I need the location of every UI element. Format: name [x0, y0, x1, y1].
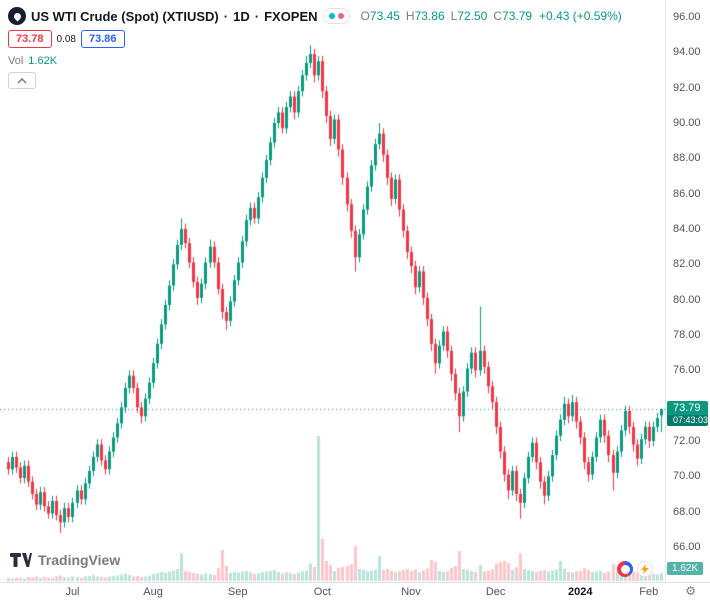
price-tick-label: 96.00 — [673, 11, 701, 23]
lightning-glyph-icon — [641, 564, 649, 574]
time-tick-label: Jul — [65, 586, 80, 598]
time-tick-label: Nov — [401, 586, 421, 598]
tradingview-logo[interactable]: TradingView — [10, 552, 120, 568]
price-scale[interactable]: 73.79 07:43:03 1.62K 96.00 94.00 92.00 90.0… — [665, 0, 710, 582]
teal-dot-icon — [328, 13, 335, 19]
price-tick-label: 86.00 — [673, 187, 701, 200]
pink-dot-icon — [337, 13, 344, 19]
price-tick-label: 92.00 — [673, 81, 701, 94]
chart-legend: US WTI Crude (Spot) (XTIUSD) · 1D · FXOP… — [8, 6, 622, 89]
price-tick-label: 88.00 — [673, 152, 701, 165]
last-volume-badge: 1.62K — [667, 562, 704, 575]
legend-separator: · — [254, 8, 260, 24]
last-price-badge: 73.79 07:43:03 — [667, 401, 708, 427]
time-tick-label: Oct — [313, 586, 331, 598]
change-readout: +0.43 (+0.59%) — [539, 9, 622, 23]
price-tick-label: 78.00 — [673, 329, 701, 341]
price-tick-label: 70.00 — [673, 470, 701, 483]
price-tick-label: 66.00 — [673, 541, 701, 553]
price-tick-label: 90.00 — [673, 117, 701, 129]
time-tick-label: Sep — [227, 586, 248, 598]
legend-separator: · — [223, 8, 229, 24]
tradingview-logo-text: TradingView — [38, 552, 121, 568]
volume-value: 1.62K — [28, 55, 58, 67]
time-tick-label: Feb — [639, 586, 659, 598]
price-tick-label: 82.00 — [673, 258, 701, 271]
legend-flags-icon[interactable] — [322, 8, 350, 24]
price-tick-label: 76.00 — [673, 364, 701, 377]
symbol-logo-icon — [8, 7, 26, 25]
tradingview-logo-icon — [10, 553, 32, 567]
corner-buttons — [617, 561, 653, 577]
time-tick-label: Dec — [485, 586, 506, 598]
lightning-icon[interactable] — [637, 561, 653, 577]
sell-bid-button[interactable]: 73.78 — [8, 30, 52, 48]
chevron-up-icon — [17, 77, 27, 84]
symbol-title[interactable]: US WTI Crude (Spot) (XTIUSD) — [31, 8, 219, 24]
ohlc-readout: O73.45 H73.86 L72.50 C73.79 — [360, 9, 533, 23]
price-tick-label: 68.00 — [673, 505, 701, 518]
bar-countdown: 07:43:03 — [667, 415, 708, 427]
price-tick-label: 84.00 — [673, 223, 701, 235]
collapse-legend-button[interactable] — [8, 72, 36, 89]
last-price-value: 73.79 — [667, 401, 708, 416]
price-tick-label: 94.00 — [673, 46, 701, 59]
sentiment-ring-icon[interactable] — [617, 561, 633, 577]
broker-label[interactable]: FXOPEN — [264, 8, 318, 24]
time-axis[interactable]: Jul Aug Sep Oct Nov Dec 2024 Feb — [0, 582, 710, 600]
time-tick-label: 2024 — [568, 586, 593, 598]
gear-icon[interactable]: ⚙ — [685, 584, 696, 598]
time-tick-label: Aug — [143, 586, 163, 598]
volume-label[interactable]: Vol — [8, 55, 24, 67]
spread-value: 0.08 — [56, 33, 76, 45]
interval-label[interactable]: 1D — [233, 8, 250, 24]
price-tick-label: 72.00 — [673, 435, 701, 447]
buy-ask-button[interactable]: 73.86 — [81, 30, 125, 48]
price-tick-label: 80.00 — [673, 293, 701, 306]
